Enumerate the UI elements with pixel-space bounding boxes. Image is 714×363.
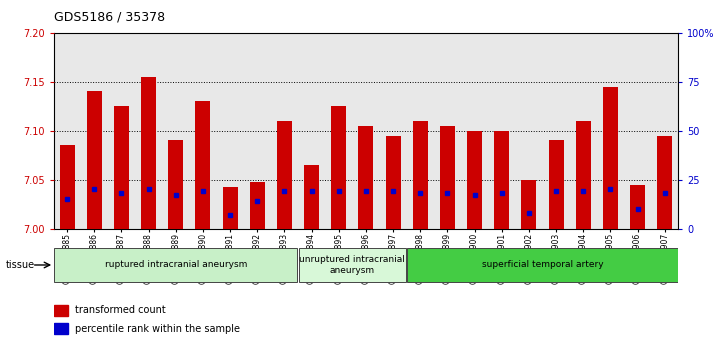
Bar	[597, 33, 624, 229]
Bar	[114, 106, 129, 229]
Bar	[603, 87, 618, 229]
Bar	[108, 33, 135, 229]
Bar	[488, 33, 516, 229]
Bar	[54, 323, 68, 334]
Bar	[331, 106, 346, 229]
Bar	[407, 33, 434, 229]
Bar	[521, 180, 536, 229]
Bar	[440, 126, 455, 229]
Bar	[575, 121, 590, 229]
Bar	[141, 77, 156, 229]
Text: superficial temporal artery: superficial temporal artery	[482, 261, 603, 269]
Bar	[223, 187, 238, 229]
Bar	[243, 33, 271, 229]
Bar	[624, 33, 651, 229]
Bar	[298, 33, 325, 229]
Bar	[630, 184, 645, 229]
Bar	[434, 33, 461, 229]
Bar	[216, 33, 243, 229]
Bar	[548, 140, 563, 229]
Bar	[189, 33, 216, 229]
Bar	[543, 33, 570, 229]
Text: unruptured intracranial
aneurysm: unruptured intracranial aneurysm	[299, 255, 406, 275]
Bar	[516, 33, 543, 229]
Bar	[162, 33, 189, 229]
Bar	[169, 140, 183, 229]
Text: tissue: tissue	[6, 260, 35, 270]
Bar	[467, 131, 482, 229]
Bar	[461, 33, 488, 229]
Bar	[386, 135, 401, 229]
Bar	[87, 91, 102, 229]
Bar	[570, 33, 597, 229]
Text: transformed count: transformed count	[75, 305, 166, 315]
Bar	[304, 165, 319, 229]
Bar	[413, 121, 428, 229]
Text: ruptured intracranial aneurysm: ruptured intracranial aneurysm	[104, 261, 247, 269]
Bar	[250, 182, 265, 229]
Bar	[658, 135, 672, 229]
Bar	[325, 33, 352, 229]
Bar	[135, 33, 162, 229]
Bar	[196, 101, 211, 229]
Bar	[494, 131, 509, 229]
Bar	[54, 305, 68, 316]
Bar	[358, 126, 373, 229]
Bar	[271, 33, 298, 229]
Bar	[352, 33, 380, 229]
FancyBboxPatch shape	[298, 248, 406, 282]
Bar	[651, 33, 678, 229]
Bar	[380, 33, 407, 229]
Bar	[60, 145, 74, 229]
Bar	[277, 121, 292, 229]
Bar	[81, 33, 108, 229]
Text: GDS5186 / 35378: GDS5186 / 35378	[54, 11, 165, 24]
Text: percentile rank within the sample: percentile rank within the sample	[75, 323, 240, 334]
Bar	[54, 33, 81, 229]
FancyBboxPatch shape	[407, 248, 678, 282]
FancyBboxPatch shape	[54, 248, 298, 282]
